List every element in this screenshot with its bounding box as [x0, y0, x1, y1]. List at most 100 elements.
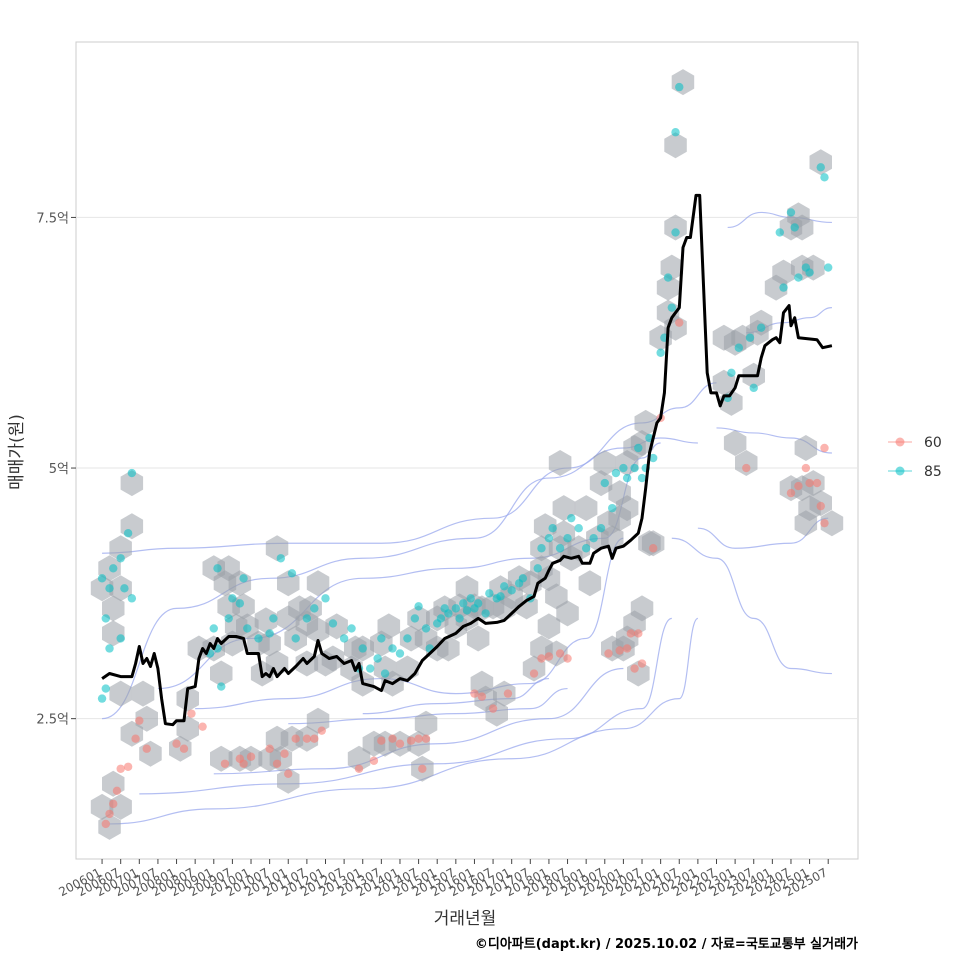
density-contour: [362, 677, 549, 715]
point-60: [648, 544, 658, 553]
point-85: [254, 634, 263, 643]
hexbin-cell: [347, 745, 371, 772]
point-60: [246, 752, 256, 761]
point-60: [272, 759, 282, 768]
point-85: [824, 263, 833, 272]
hexbin-cell: [414, 710, 438, 737]
point-60: [198, 722, 207, 731]
hexbin-cell: [556, 600, 579, 627]
hexbin-cell: [277, 767, 300, 794]
point-60: [622, 644, 632, 653]
point-60: [812, 478, 822, 488]
y-tick-label: 2.5억: [36, 713, 69, 728]
point-60: [544, 652, 554, 661]
point-85: [395, 649, 405, 658]
point-85: [414, 602, 423, 611]
hexbin-cell: [723, 430, 747, 456]
hexbin-cell: [548, 450, 572, 476]
hexbin-cell: [545, 583, 568, 610]
point-60: [291, 734, 300, 743]
point-85: [276, 554, 286, 563]
point-85: [209, 624, 218, 633]
point-85: [507, 586, 516, 595]
point-60: [634, 629, 643, 638]
point-85: [555, 544, 565, 553]
point-60: [794, 481, 803, 491]
point-85: [97, 574, 107, 583]
point-85: [444, 609, 453, 618]
point-85: [287, 569, 297, 578]
point-85: [663, 273, 673, 282]
density-contour: [288, 687, 568, 725]
density-contour: [109, 617, 699, 825]
point-85: [596, 523, 606, 533]
point-85: [675, 82, 684, 92]
point-60: [563, 654, 572, 663]
point-85: [105, 584, 114, 593]
hexbin-cell: [90, 575, 114, 602]
y-axis-title: 매매가(원): [7, 414, 27, 490]
point-85: [634, 443, 643, 453]
point-60: [179, 744, 189, 753]
point-60: [626, 629, 636, 638]
point-85: [671, 228, 680, 237]
point-85: [451, 604, 461, 613]
density-contour: [139, 617, 673, 795]
point-85: [756, 323, 766, 332]
point-60: [131, 734, 140, 743]
hexbin-cell: [634, 409, 657, 436]
hexbin-cell: [258, 630, 281, 657]
point-85: [790, 223, 799, 232]
hexbin-cell: [109, 680, 132, 707]
point-85: [820, 173, 829, 182]
point-85: [347, 624, 356, 633]
point-60: [302, 734, 312, 743]
point-85: [269, 614, 278, 623]
point-85: [455, 614, 464, 623]
point-85: [410, 614, 420, 623]
hexbin-cell: [377, 613, 401, 640]
point-85: [127, 468, 137, 478]
point-85: [656, 348, 665, 357]
point-60: [820, 443, 829, 453]
point-85: [667, 303, 677, 312]
point-85: [608, 503, 617, 513]
point-60: [477, 692, 487, 701]
hexbin-cell: [641, 530, 665, 557]
point-85: [600, 478, 609, 488]
point-60: [105, 809, 114, 819]
point-85: [786, 208, 796, 217]
point-85: [794, 273, 803, 282]
point-85: [637, 473, 647, 483]
point-85: [265, 629, 274, 638]
point-85: [243, 624, 252, 633]
point-85: [816, 163, 825, 172]
point-60: [615, 646, 624, 655]
point-85: [630, 463, 639, 473]
point-85: [466, 594, 475, 603]
point-85: [373, 654, 382, 663]
hexbin-cell: [794, 510, 818, 537]
point-60: [637, 659, 647, 668]
point-85: [533, 564, 542, 573]
hexbin-cell: [254, 607, 278, 634]
point-60: [116, 764, 125, 773]
point-85: [377, 634, 386, 643]
point-60: [317, 726, 326, 735]
point-60: [135, 716, 144, 725]
point-60: [816, 501, 825, 511]
point-85: [388, 644, 397, 653]
point-60: [109, 799, 118, 809]
point-60: [369, 756, 379, 765]
point-85: [328, 619, 338, 628]
point-85: [589, 534, 598, 543]
hexbin-cell: [306, 617, 330, 644]
point-60: [354, 764, 364, 773]
hexbin-cell: [735, 450, 758, 476]
point-60: [395, 739, 405, 748]
point-60: [537, 654, 546, 663]
point-85: [321, 594, 330, 603]
point-60: [239, 759, 248, 768]
point-85: [648, 453, 658, 463]
point-60: [406, 736, 416, 745]
